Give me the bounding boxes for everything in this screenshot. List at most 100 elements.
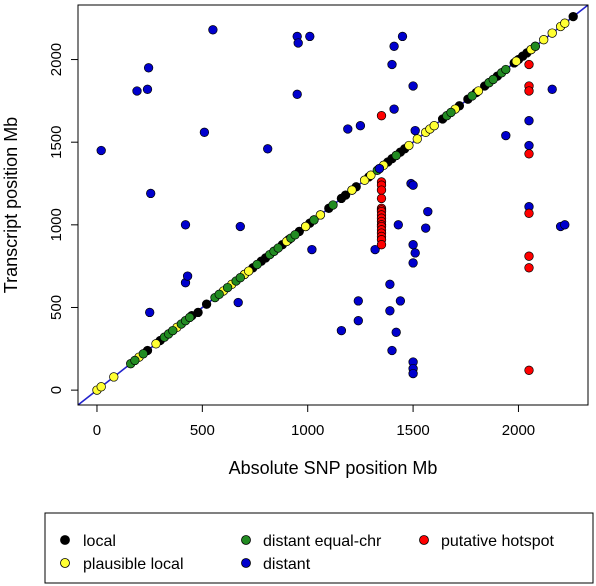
point-plausible-local	[109, 372, 119, 382]
data-points	[92, 11, 578, 395]
point-putative-hotspot	[524, 149, 534, 159]
point-plausible-local	[366, 170, 376, 180]
point-distant	[292, 89, 302, 99]
point-distant-equal-chr	[252, 259, 262, 270]
legend-marker-distant	[241, 558, 251, 568]
legend: local distant equal-chr putative hotspot…	[44, 512, 594, 584]
point-distant-equal-chr	[501, 64, 511, 75]
point-distant	[524, 116, 534, 126]
x-tick-label: 1500	[396, 422, 429, 439]
point-distant	[410, 125, 420, 136]
point-distant	[353, 316, 363, 326]
point-distant	[391, 327, 401, 337]
legend-label-local: local	[83, 533, 116, 550]
legend-marker-local	[60, 535, 70, 545]
point-distant	[387, 345, 397, 356]
point-plausible-local	[560, 18, 570, 28]
point-distant	[343, 124, 353, 134]
point-distant	[395, 296, 406, 306]
point-plausible-local	[315, 210, 326, 220]
point-distant-equal-chr	[446, 107, 456, 118]
point-putative-hotspot	[524, 365, 534, 375]
point-distant-equal-chr	[130, 355, 140, 366]
point-distant	[263, 144, 273, 154]
point-putative-hotspot	[524, 208, 534, 218]
point-distant	[421, 223, 431, 233]
point-plausible-local	[539, 35, 549, 45]
point-plausible-local	[404, 140, 414, 151]
point-distant-equal-chr	[328, 200, 338, 210]
point-distant-equal-chr	[168, 325, 178, 336]
point-putative-hotspot	[524, 263, 534, 273]
point-local	[340, 190, 351, 200]
point-distant	[132, 86, 142, 96]
point-distant	[387, 59, 397, 70]
point-distant	[307, 244, 317, 255]
point-distant	[353, 296, 363, 306]
point-distant	[293, 38, 303, 48]
point-distant	[96, 145, 106, 156]
point-distant-equal-chr	[273, 243, 283, 253]
point-distant	[370, 244, 380, 255]
point-local	[193, 307, 203, 318]
y-tick-label: 1500	[48, 126, 65, 159]
legend-box	[44, 512, 594, 584]
point-putative-hotspot	[376, 240, 387, 250]
x-axis: 0 500 1000 1500 2000	[93, 405, 535, 439]
point-distant	[397, 31, 408, 42]
x-tick-label: 2000	[502, 422, 535, 439]
point-distant-equal-chr	[309, 215, 319, 225]
plot-frame	[77, 4, 589, 406]
point-plausible-local	[347, 185, 357, 195]
point-distant	[393, 220, 403, 230]
legend-label-distant: distant	[263, 556, 311, 573]
point-distant	[560, 220, 570, 230]
point-distant	[423, 206, 433, 217]
point-putative-hotspot	[376, 193, 387, 204]
point-plausible-local	[547, 28, 557, 38]
x-axis-label: Absolute SNP position Mb	[229, 458, 438, 478]
point-distant	[408, 180, 418, 190]
point-distant	[305, 31, 315, 42]
point-distant	[142, 84, 153, 94]
y-axis: 0 500 1000 1500 2000	[48, 43, 78, 394]
point-distant	[374, 163, 385, 174]
x-tick-label: 500	[190, 422, 215, 439]
point-plausible-local	[300, 221, 311, 232]
point-distant	[233, 297, 243, 308]
point-putative-hotspot	[524, 251, 534, 261]
point-distant	[336, 325, 347, 336]
point-plausible-local	[429, 121, 439, 131]
point-putative-hotspot	[524, 86, 534, 96]
legend-label-plausible-local: plausible local	[83, 556, 184, 573]
point-distant-equal-chr	[391, 150, 401, 161]
y-tick-label: 0	[48, 386, 65, 394]
point-distant	[385, 279, 395, 289]
point-distant	[408, 368, 418, 379]
point-distant	[524, 140, 534, 151]
point-distant-equal-chr	[488, 74, 498, 85]
y-tick-label: 1000	[48, 208, 65, 241]
point-distant	[389, 104, 399, 114]
point-distant	[547, 84, 557, 94]
point-plausible-local	[412, 134, 422, 144]
y-tick-label: 2000	[48, 43, 65, 76]
point-distant	[410, 248, 420, 258]
legend-label-distant-equal-chr: distant equal-chr	[263, 533, 382, 550]
point-distant-equal-chr	[467, 91, 477, 101]
point-putative-hotspot	[376, 185, 387, 195]
point-distant	[355, 121, 366, 131]
legend-marker-plausible-local	[60, 558, 70, 568]
legend-marker-distant-equal-chr	[241, 535, 251, 545]
point-local	[568, 11, 578, 22]
point-plausible-local	[359, 175, 370, 185]
point-distant-equal-chr	[235, 273, 245, 283]
point-distant	[180, 220, 191, 230]
point-distant-equal-chr	[530, 41, 540, 51]
point-local	[201, 299, 212, 309]
point-distant	[501, 130, 511, 141]
point-plausible-local	[511, 56, 521, 66]
y-axis-label: Transcript position Mb	[1, 117, 21, 293]
